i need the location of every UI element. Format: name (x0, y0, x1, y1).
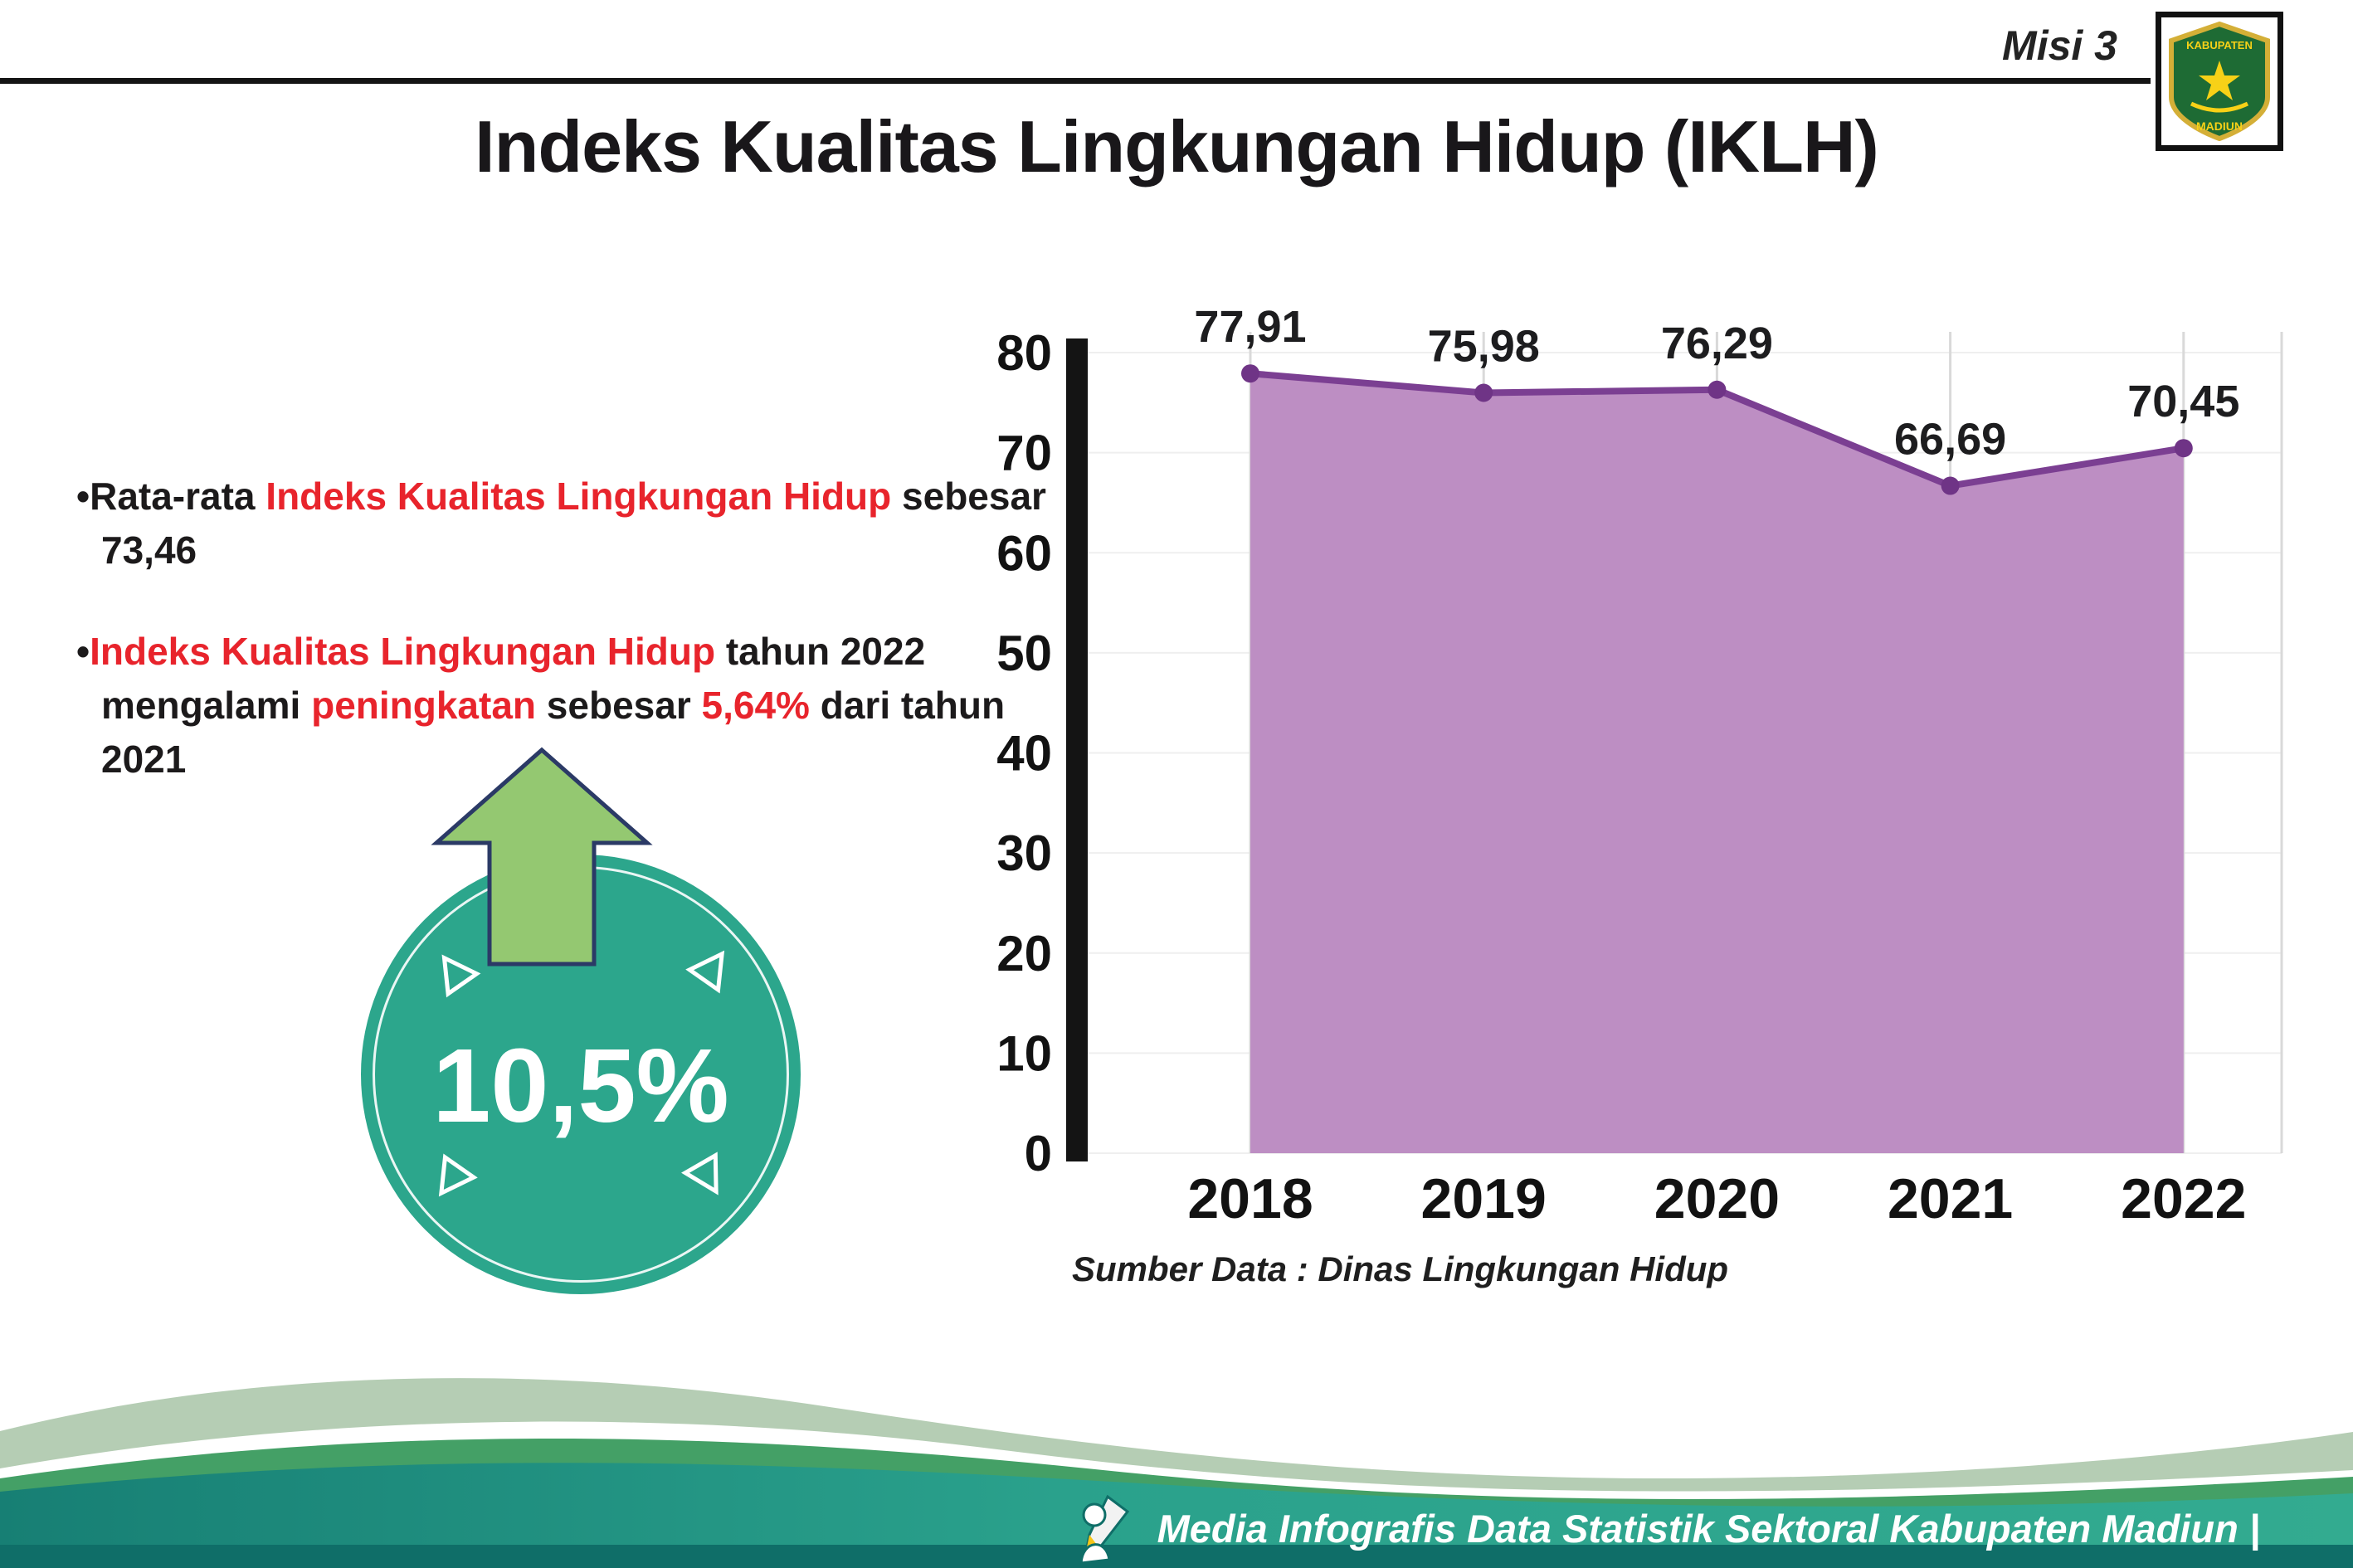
bullet2-part6: 5,64% (701, 683, 810, 727)
chart-value-label: 77,91 (1194, 302, 1306, 352)
chart-point (1708, 380, 1727, 399)
logo-bottom-text: MADIUN (2196, 119, 2243, 133)
header-rule (0, 78, 2151, 84)
triangle-decoration (441, 954, 481, 998)
misi-label: Misi 3 (2002, 22, 2117, 69)
bullet1-part1: •Rata-rata (76, 475, 266, 518)
page-title: Indeks Kualitas Lingkungan Hidup (IKLH) (475, 105, 1879, 187)
chart-area (1250, 373, 2184, 1153)
kabupaten-madiun-logo: KABUPATEN MADIUN (2156, 12, 2283, 151)
logo-shield-icon: KABUPATEN MADIUN (2169, 21, 2270, 142)
logo-star-icon (2199, 61, 2240, 100)
y-tick-label: 70 (996, 426, 1052, 481)
bullet2-part5: sebesar (536, 683, 702, 727)
chart-point (1941, 476, 1960, 495)
bullet-item-increase: •Indeks Kualitas Lingkungan Hidup tahun … (76, 625, 1047, 787)
y-tick-label: 60 (996, 525, 1052, 581)
x-axis-label: 2019 (1421, 1167, 1547, 1230)
chart-value-label: 70,45 (2127, 377, 2239, 426)
bullet2-part4: peningkatan (311, 683, 537, 727)
triangle-decoration (685, 950, 725, 994)
bullet1-part2: Indeks Kualitas Lingkungan Hidup (266, 475, 892, 518)
footer-caption-text: Media Infografis Data Statistik Sektoral… (1157, 1506, 2260, 1551)
chart-point (1474, 383, 1493, 402)
footer-caption: Media Infografis Data Statistik Sektoral… (1066, 1490, 2260, 1566)
x-axis-label: 2022 (2121, 1167, 2246, 1230)
chart-point (2174, 439, 2193, 458)
up-arrow-icon (430, 745, 654, 973)
x-axis-label: 2018 (1187, 1167, 1313, 1230)
y-tick-label: 50 (996, 626, 1052, 681)
y-axis-bar (1066, 338, 1088, 1161)
y-tick-label: 30 (996, 825, 1052, 881)
triangle-decoration (438, 1153, 478, 1197)
footer-waves (0, 1352, 2353, 1568)
badge-decorations (438, 950, 725, 1197)
y-tick-label: 0 (1025, 1126, 1052, 1181)
chart-value-label: 75,98 (1428, 321, 1540, 371)
y-tick-label: 40 (996, 726, 1052, 782)
wave-bottom-strip (0, 1545, 2353, 1568)
bullet-item-average: •Rata-rata Indeks Kualitas Lingkungan Hi… (76, 470, 1047, 578)
logo-top-text: KABUPATEN (2186, 39, 2253, 51)
source-note: Sumber Data : Dinas Lingkungan Hidup (1072, 1249, 1729, 1288)
chart-value-label: 66,69 (1894, 415, 2006, 465)
bullet1-part3: sebesar 73,46 (101, 475, 1046, 572)
mascot-icon (1079, 1494, 1129, 1565)
x-axis-label: 2020 (1654, 1167, 1780, 1230)
bullet-list: •Rata-rata Indeks Kualitas Lingkungan Hi… (76, 470, 1047, 834)
y-tick-label: 20 (996, 926, 1052, 981)
mascot-head (1082, 1502, 1107, 1527)
y-tick-label: 80 (996, 325, 1052, 381)
triangle-decoration (681, 1152, 719, 1195)
chart-point (1241, 364, 1259, 383)
iklh-chart-svg: 77,91 75,98 76,29 66,69 70,45 0 10 20 30 40 50 60 70… (996, 302, 2283, 1230)
mascot-body (1079, 1543, 1111, 1565)
y-tick-label: 10 (996, 1025, 1052, 1081)
bullet2-part7: dari tahun 2021 (101, 683, 1006, 782)
chart-value-label: 76,29 (1661, 319, 1773, 368)
bullet2-part1: • (76, 629, 90, 673)
logo-ribbon (2190, 101, 2249, 113)
up-arrow-shape (431, 747, 653, 967)
wave-teal (0, 1463, 2353, 1568)
bullet2-part2: Indeks Kualitas Lingkungan Hidup (90, 629, 716, 673)
badge-value: 10,5% (432, 1026, 729, 1144)
x-axis-label: 2021 (1888, 1167, 2013, 1230)
bullet2-part3: tahun 2022 mengalami (101, 629, 926, 727)
iklh-chart: 77,91 75,98 76,29 66,69 70,45 0 10 20 30 40 50 60 70… (954, 299, 2331, 1298)
